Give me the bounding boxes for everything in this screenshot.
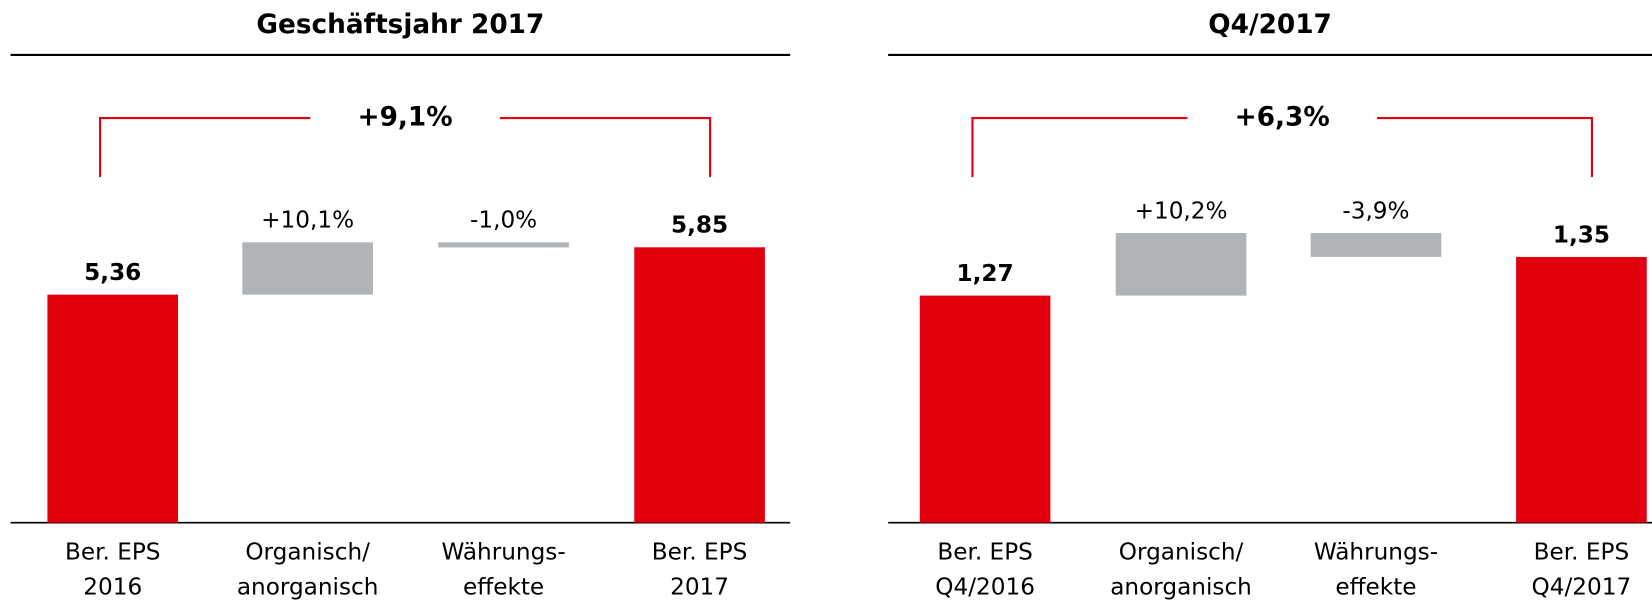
x-tick-label: Währungs- [441, 539, 565, 566]
value-label: -1,0% [470, 207, 537, 234]
x-tick-label: anorganisch [237, 573, 379, 600]
x-tick-label: anorganisch [1110, 573, 1252, 600]
x-tick-label: Ber. EPS [1534, 539, 1630, 566]
bar [1516, 256, 1647, 523]
x-tick-label: Organisch/ [1119, 539, 1244, 566]
bar [1310, 233, 1442, 257]
bar [242, 242, 373, 295]
change-bracket [971, 117, 1593, 178]
bar [438, 242, 569, 248]
change-label: +9,1% [358, 103, 453, 133]
bar [634, 247, 765, 523]
value-label: 5,85 [671, 212, 728, 239]
x-tick-label: Ber. EPS [65, 539, 161, 566]
x-tick-label: Q4/2016 [935, 573, 1035, 600]
bar [47, 294, 179, 523]
change-label: +6,3% [1235, 103, 1330, 133]
bar [1115, 233, 1247, 296]
value-label: 1,35 [1553, 221, 1610, 248]
x-tick-label: Q4/2017 [1532, 573, 1632, 600]
value-label: -3,9% [1342, 197, 1409, 224]
x-tick-label: Währungs- [1314, 539, 1438, 566]
value-label: +10,2% [1135, 197, 1228, 224]
chart-title: Geschäftsjahr 2017 [256, 10, 544, 40]
x-tick-label: Ber. EPS [652, 539, 748, 566]
change-bracket [99, 117, 712, 178]
value-label: 5,36 [84, 259, 141, 286]
value-label: +10,1% [261, 207, 354, 234]
x-tick-label: Ber. EPS [937, 539, 1033, 566]
x-tick-label: Organisch/ [245, 539, 370, 566]
value-label: 1,27 [957, 260, 1014, 287]
x-tick-label: 2016 [83, 573, 142, 600]
x-tick-label: 2017 [670, 573, 729, 600]
chart-title: Q4/2017 [1208, 10, 1332, 40]
bar [919, 295, 1051, 523]
x-tick-label: effekte [463, 573, 544, 600]
x-tick-label: effekte [1335, 573, 1416, 600]
